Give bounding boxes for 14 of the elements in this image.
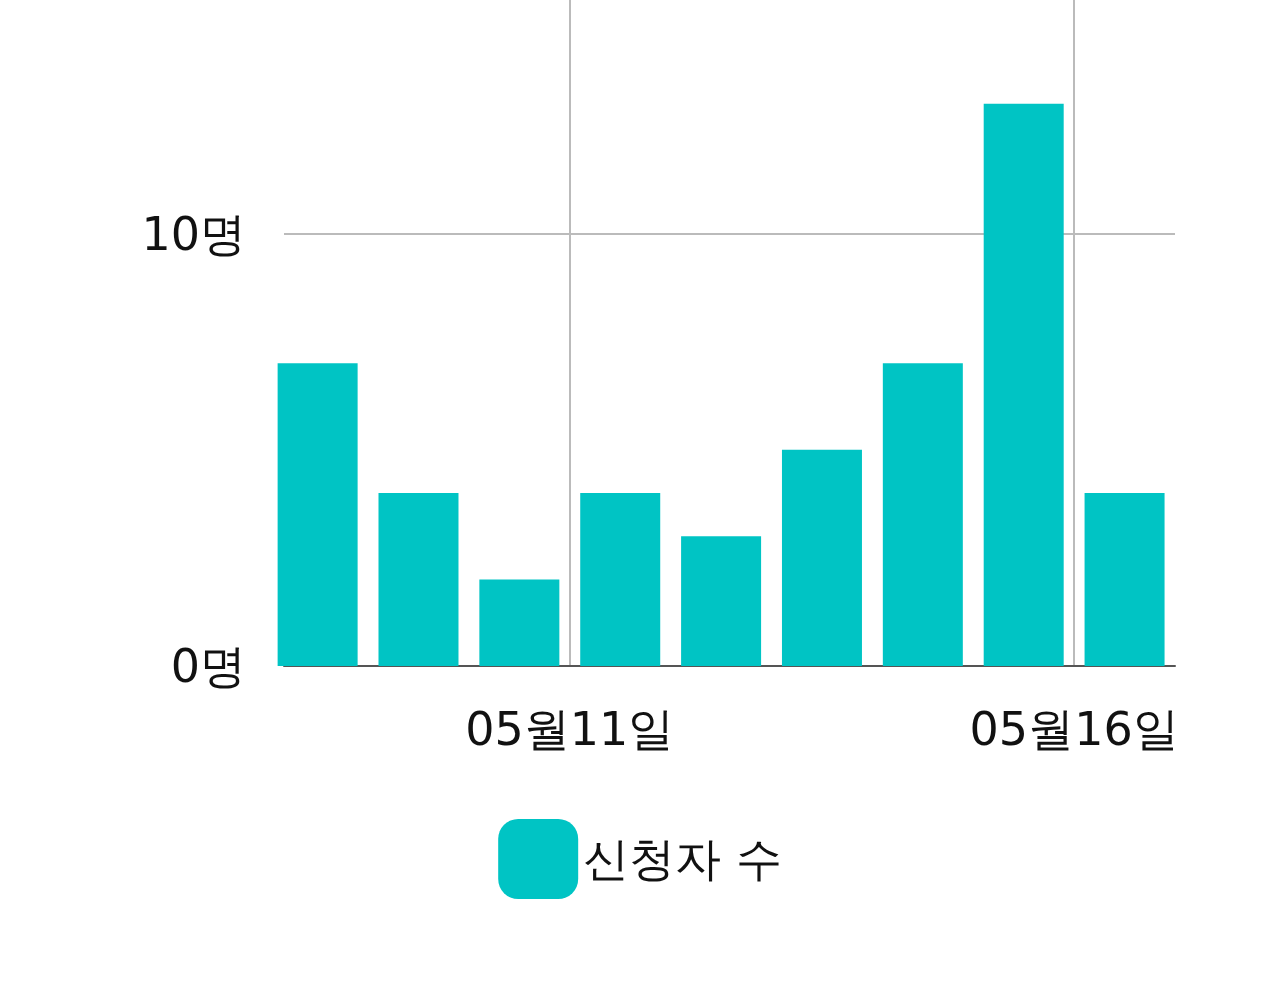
x-tick-label: 05월16일	[969, 702, 1179, 756]
bar	[277, 363, 358, 666]
y-tick-label: 10명	[141, 206, 246, 261]
bar	[479, 579, 560, 666]
bar	[983, 103, 1064, 666]
bar	[681, 536, 762, 666]
bar	[1084, 493, 1165, 666]
x-tick-label: 05월11일	[465, 702, 675, 756]
bar	[378, 493, 459, 666]
bar	[882, 363, 963, 666]
bar	[781, 449, 862, 666]
legend-label: 신청자 수	[583, 832, 782, 886]
bar	[580, 493, 661, 666]
y-tick-label: 0명	[170, 639, 246, 693]
